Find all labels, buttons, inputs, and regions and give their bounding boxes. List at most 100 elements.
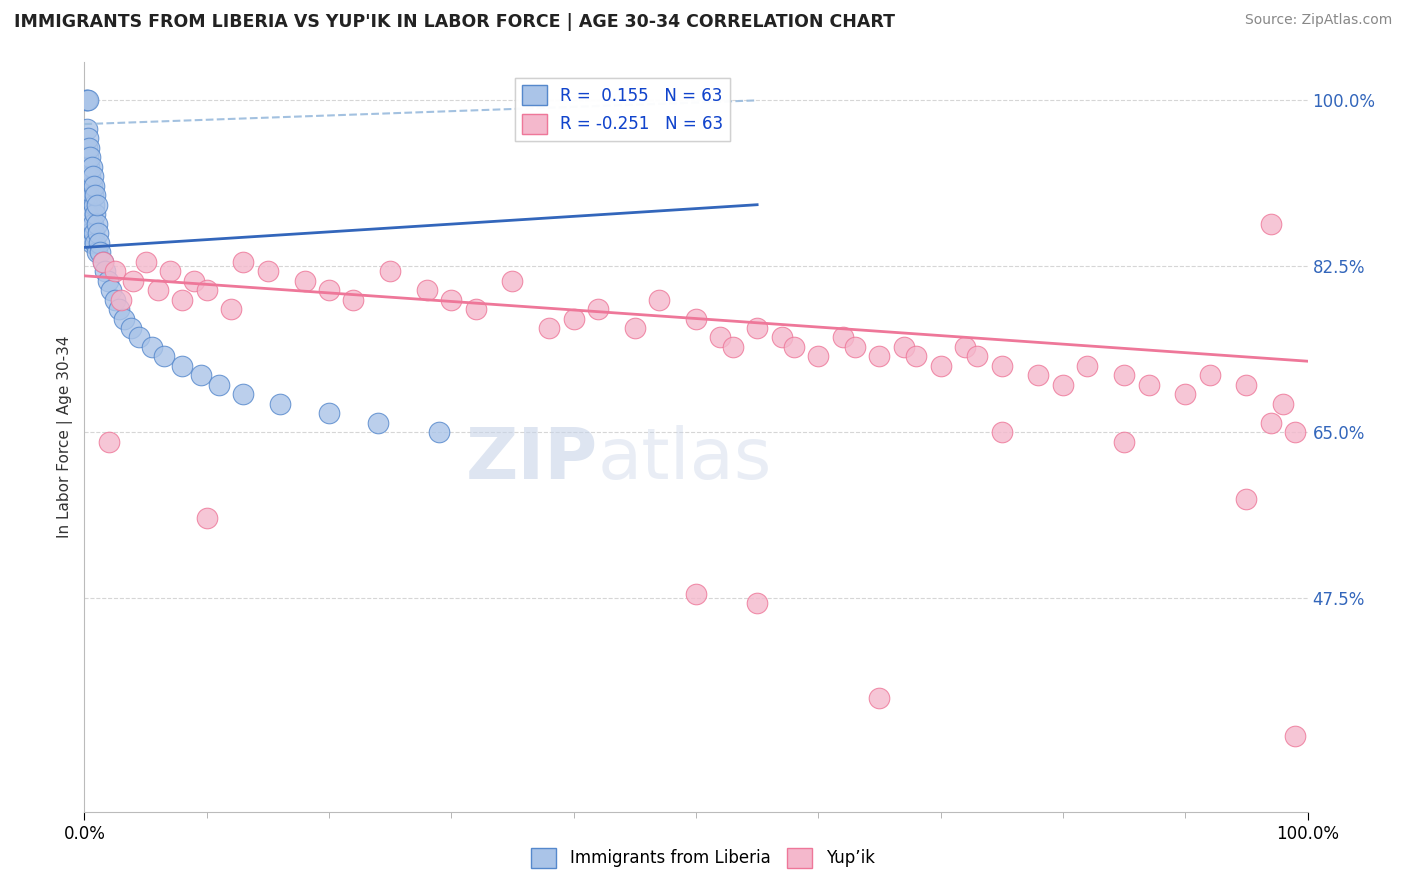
Point: [135, 254, 157, 268]
Point: [82, 217, 104, 231]
Point: [128, 330, 150, 344]
Point: [1174, 387, 1197, 401]
Point: [76, 169, 98, 184]
Point: [929, 359, 952, 373]
Point: [110, 293, 132, 307]
Point: [1114, 368, 1136, 383]
Point: [991, 425, 1014, 440]
Point: [269, 397, 291, 411]
Point: [869, 350, 891, 364]
Text: IMMIGRANTS FROM LIBERIA VS YUP'IK IN LABOR FORCE | AGE 30-34 CORRELATION CHART: IMMIGRANTS FROM LIBERIA VS YUP'IK IN LAB…: [14, 13, 896, 31]
Point: [91, 254, 114, 268]
Legend: Immigrants from Liberia, Yup’ik: Immigrants from Liberia, Yup’ik: [524, 841, 882, 875]
Point: [77, 141, 100, 155]
Point: [195, 283, 218, 297]
Point: [770, 330, 793, 344]
Point: [721, 340, 744, 354]
Point: [84, 207, 107, 221]
Point: [83, 178, 105, 193]
Point: [80, 235, 103, 250]
Point: [75, 207, 97, 221]
Point: [75, 94, 97, 108]
Point: [82, 188, 104, 202]
Point: [440, 293, 463, 307]
Point: [75, 217, 97, 231]
Point: [75, 188, 97, 202]
Point: [747, 596, 769, 610]
Point: [685, 311, 707, 326]
Point: [77, 160, 100, 174]
Point: [82, 169, 104, 184]
Point: [183, 274, 205, 288]
Point: [844, 340, 866, 354]
Point: [257, 264, 280, 278]
Point: [1052, 378, 1074, 392]
Point: [153, 350, 176, 364]
Point: [80, 160, 103, 174]
Point: [107, 301, 129, 316]
Point: [709, 330, 731, 344]
Point: [966, 350, 988, 364]
Point: [94, 264, 117, 278]
Point: [1028, 368, 1050, 383]
Point: [77, 178, 100, 193]
Point: [991, 359, 1014, 373]
Point: [380, 264, 402, 278]
Point: [318, 406, 340, 420]
Point: [97, 274, 120, 288]
Point: [104, 264, 127, 278]
Point: [208, 378, 231, 392]
Point: [893, 340, 915, 354]
Point: [342, 293, 364, 307]
Point: [80, 178, 103, 193]
Point: [100, 283, 122, 297]
Point: [76, 160, 98, 174]
Point: [1236, 378, 1258, 392]
Point: [91, 254, 114, 268]
Point: [416, 283, 439, 297]
Point: [86, 197, 108, 211]
Point: [783, 340, 806, 354]
Point: [146, 283, 169, 297]
Point: [77, 131, 100, 145]
Point: [79, 169, 101, 184]
Point: [1272, 397, 1295, 411]
Point: [1076, 359, 1098, 373]
Point: [79, 150, 101, 164]
Point: [83, 197, 105, 211]
Point: [112, 311, 135, 326]
Point: [77, 217, 100, 231]
Point: [538, 321, 561, 335]
Point: [464, 301, 486, 316]
Point: [97, 434, 120, 449]
Text: ZIP: ZIP: [465, 425, 598, 494]
Point: [83, 226, 105, 240]
Point: [195, 510, 218, 524]
Point: [84, 235, 107, 250]
Point: [77, 150, 100, 164]
Point: [76, 197, 98, 211]
Point: [648, 293, 671, 307]
Point: [190, 368, 212, 383]
Point: [232, 387, 254, 401]
Point: [76, 121, 98, 136]
Point: [1284, 425, 1306, 440]
Point: [172, 293, 194, 307]
Point: [1114, 434, 1136, 449]
Text: Source: ZipAtlas.com: Source: ZipAtlas.com: [1244, 13, 1392, 28]
Point: [586, 301, 609, 316]
Point: [1260, 217, 1282, 231]
Point: [1236, 491, 1258, 506]
Point: [84, 188, 107, 202]
Point: [905, 350, 928, 364]
Y-axis label: In Labor Force | Age 30-34: In Labor Force | Age 30-34: [58, 335, 73, 539]
Point: [562, 311, 585, 326]
Point: [953, 340, 976, 354]
Legend: R =  0.155   N = 63, R = -0.251   N = 63: R = 0.155 N = 63, R = -0.251 N = 63: [515, 78, 730, 141]
Point: [685, 586, 707, 600]
Point: [1260, 416, 1282, 430]
Point: [159, 264, 181, 278]
Point: [76, 178, 98, 193]
Point: [1137, 378, 1160, 392]
Point: [747, 321, 769, 335]
